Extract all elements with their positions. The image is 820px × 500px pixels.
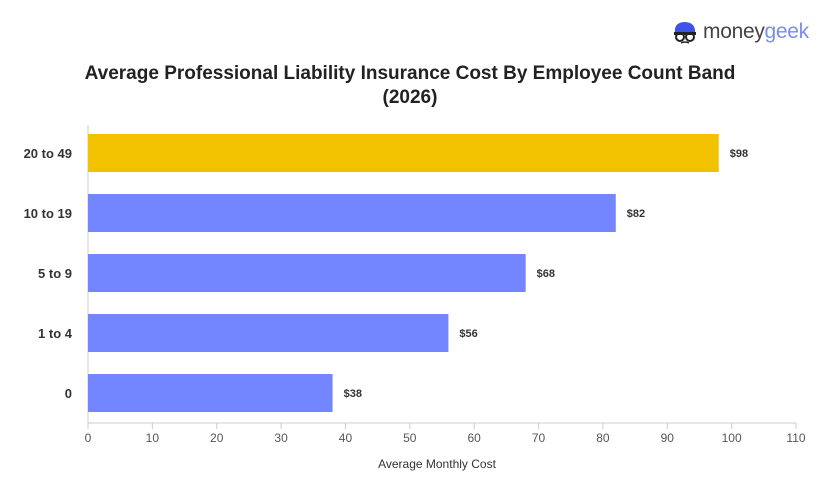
geek-mascot-icon <box>674 22 696 44</box>
x-axis-title: Average Monthly Cost <box>378 457 497 471</box>
logo-text: moneygeek <box>703 20 809 43</box>
x-tick-label: 30 <box>274 431 288 445</box>
bar-data-label: $82 <box>627 208 645 220</box>
bar-data-label: $38 <box>344 388 362 400</box>
x-tick-label: 50 <box>403 431 417 445</box>
x-tick-label: 80 <box>596 431 610 445</box>
bar-data-label: $68 <box>537 268 555 280</box>
bar-5-to-9 <box>88 254 526 292</box>
y-category-label: 20 to 49 <box>24 146 72 161</box>
x-tick-label: 70 <box>532 431 546 445</box>
bar-data-label: $98 <box>730 148 748 160</box>
moneygeek-logo: moneygeek <box>672 20 809 44</box>
chart-title: Average Professional Liability Insurance… <box>0 62 820 110</box>
y-category-label: 5 to 9 <box>38 266 72 281</box>
y-category-label: 10 to 19 <box>24 206 72 221</box>
x-tick-label: 100 <box>722 431 742 445</box>
x-tick-label: 20 <box>210 431 224 445</box>
chart-title-line-1: Average Professional Liability Insurance… <box>84 63 736 84</box>
bar-1-to-4 <box>88 314 449 352</box>
y-category-label: 1 to 4 <box>38 326 73 341</box>
bar-0 <box>88 374 333 412</box>
y-category-label: 0 <box>65 386 72 401</box>
x-tick-label: 60 <box>468 431 482 445</box>
chart-title-line-2: (2026) <box>382 87 438 108</box>
x-tick-label: 40 <box>339 431 353 445</box>
x-tick-label: 110 <box>786 431 805 445</box>
x-tick-label: 90 <box>661 431 675 445</box>
x-tick-label: 0 <box>85 431 92 445</box>
x-tick-label: 10 <box>146 431 160 445</box>
bar-data-label: $56 <box>459 328 477 340</box>
bar-20-to-49 <box>88 134 719 172</box>
bar-10-to-19 <box>88 194 616 232</box>
